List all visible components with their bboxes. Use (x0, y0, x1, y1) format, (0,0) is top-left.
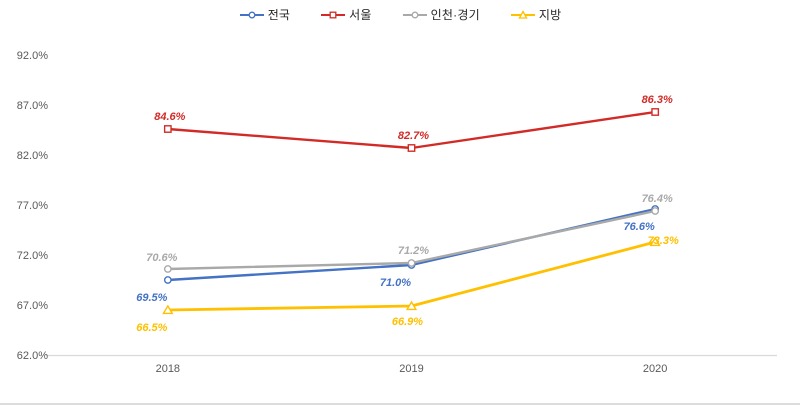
y-axis-tick-label: 72.0% (17, 250, 48, 262)
data-label-seoul: 82.7% (398, 130, 429, 142)
data-label-incheon-gyeonggi: 76.4% (642, 193, 673, 205)
legend-marker-square-icon (321, 11, 346, 18)
legend-marker-circle-icon (239, 11, 264, 18)
series-marker-seoul (163, 125, 172, 133)
series-marker-seoul (651, 108, 660, 116)
legend-label: 인천·경기 (430, 8, 480, 22)
data-label-nationwide: 71.0% (380, 277, 411, 289)
legend-item-seoul[interactable]: 서울 (320, 6, 371, 23)
legend-label: 전국 (267, 8, 291, 22)
y-axis-tick-label: 82.0% (17, 150, 48, 162)
series-marker-seoul (407, 144, 416, 152)
series-marker-regions (649, 236, 661, 247)
series-marker-regions (162, 304, 174, 315)
page-bottom-divider (0, 403, 800, 405)
data-label-regions: 73.3% (648, 235, 679, 247)
x-axis-tick-label: 2019 (399, 363, 423, 375)
data-label-seoul: 84.6% (154, 111, 185, 123)
legend-label: 서울 (349, 8, 372, 22)
legend-marker-circle-icon (402, 11, 427, 18)
legend-item-regions[interactable]: 지방 (510, 6, 561, 23)
chart-legend: 전국 서울 인천·경기 지방 (0, 6, 800, 23)
series-marker-regions (405, 300, 418, 311)
series-marker-incheon-gyeonggi (407, 259, 416, 267)
data-label-nationwide: 69.5% (136, 292, 167, 304)
legend-item-incheon-gyeonggi[interactable]: 인천·경기 (402, 6, 480, 23)
series-marker-nationwide (163, 276, 172, 284)
data-label-seoul: 86.3% (642, 94, 673, 106)
y-axis-tick-label: 92.0% (17, 50, 48, 62)
y-axis-tick-label: 67.0% (17, 300, 48, 312)
y-axis-tick-label: 62.0% (17, 350, 48, 362)
legend-item-nationwide[interactable]: 전국 (239, 6, 290, 23)
series-marker-incheon-gyeonggi (163, 265, 172, 273)
legend-label: 지방 (538, 8, 562, 22)
y-axis-tick-label: 87.0% (17, 100, 48, 112)
legend-marker-triangle-icon (510, 9, 535, 19)
x-axis-tick-label: 2020 (643, 363, 667, 375)
y-axis-tick-label: 77.0% (17, 200, 48, 212)
series-marker-incheon-gyeonggi (651, 207, 660, 215)
data-label-incheon-gyeonggi: 71.2% (398, 245, 429, 257)
data-label-incheon-gyeonggi: 70.6% (146, 252, 177, 264)
data-label-nationwide: 76.6% (624, 221, 655, 233)
data-label-regions: 66.5% (136, 322, 167, 334)
data-label-regions: 66.9% (392, 316, 423, 328)
x-axis-tick-label: 2018 (156, 363, 180, 375)
